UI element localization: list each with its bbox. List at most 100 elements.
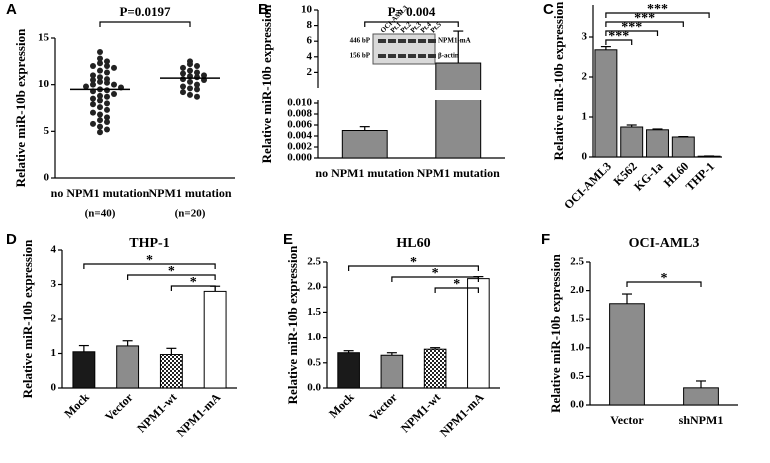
bar bbox=[337, 352, 360, 389]
significance-bracket bbox=[434, 287, 479, 293]
data-point bbox=[187, 85, 193, 92]
data-point bbox=[180, 76, 186, 83]
panel: 0.0 0.5 1.0 1.5 2.0 2.5 E HL60 Relative miR-10b … bbox=[283, 231, 500, 440]
y-tick-label: 0.5 bbox=[570, 370, 584, 382]
panel-letter: A bbox=[6, 1, 17, 18]
band-label: β-actin bbox=[438, 52, 459, 60]
significance-label: *** bbox=[634, 11, 655, 26]
bar bbox=[72, 351, 96, 389]
data-point bbox=[104, 69, 110, 76]
significance-label: * bbox=[146, 253, 153, 268]
x-tick-label: NPM1-wt bbox=[398, 390, 443, 435]
y-tick-label: 4 bbox=[51, 244, 57, 256]
significance-bracket bbox=[99, 21, 191, 27]
y-axis-label: Relative miR-10b expression bbox=[20, 239, 35, 398]
data-point bbox=[97, 97, 103, 104]
significance-label: * bbox=[168, 264, 175, 279]
data-point bbox=[111, 64, 117, 71]
y-axis-label: Relative miR-10b expression bbox=[259, 4, 274, 163]
row-label: 156 bP bbox=[350, 52, 371, 60]
data-point bbox=[104, 87, 110, 94]
band-label: NPM1-mA bbox=[438, 37, 471, 45]
y-tick-label: 0.010 bbox=[287, 97, 312, 109]
significance-label: * bbox=[432, 266, 439, 281]
y-tick-label: 10 bbox=[38, 78, 50, 90]
y-tick-label: 0.002 bbox=[287, 141, 312, 153]
gel-band bbox=[398, 54, 406, 58]
bar bbox=[203, 290, 227, 389]
y-tick-label: 1 bbox=[582, 111, 588, 123]
x-tick-label: KG-1a bbox=[631, 159, 665, 193]
y-tick-label: 2 bbox=[51, 313, 57, 325]
data-point bbox=[90, 77, 96, 83]
y-tick-label: 10 bbox=[301, 4, 313, 16]
x-tick-label: NPM1 mutation bbox=[149, 186, 232, 200]
data-point bbox=[97, 104, 103, 111]
y-tick-label: 0.008 bbox=[287, 108, 312, 120]
gel-band bbox=[378, 39, 386, 43]
data-point bbox=[90, 101, 96, 108]
significance-label: * bbox=[410, 255, 417, 270]
data-point bbox=[194, 74, 200, 81]
bar bbox=[646, 129, 669, 158]
data-point bbox=[111, 81, 117, 88]
y-tick-label: 2.0 bbox=[570, 284, 584, 296]
significance-label: *** bbox=[647, 2, 668, 17]
data-point bbox=[180, 70, 186, 77]
y-tick-label: 2.0 bbox=[307, 281, 321, 293]
bar bbox=[341, 130, 388, 159]
bar bbox=[423, 348, 447, 389]
gel-band bbox=[418, 39, 426, 43]
significance-bracket bbox=[348, 265, 479, 271]
data-point bbox=[187, 67, 193, 74]
data-point bbox=[104, 106, 110, 113]
y-tick-label: 0.000 bbox=[287, 152, 312, 164]
data-point bbox=[90, 109, 96, 116]
data-point bbox=[104, 119, 110, 125]
axis-break-gap bbox=[434, 90, 482, 100]
data-point bbox=[104, 63, 110, 69]
y-tick-label: 1.0 bbox=[307, 331, 321, 343]
x-tick-label: Vector bbox=[610, 413, 644, 427]
y-tick-label: 2 bbox=[582, 71, 588, 83]
y-tick-label: 2.5 bbox=[570, 256, 584, 268]
gel-band bbox=[388, 39, 396, 43]
data-point bbox=[104, 79, 110, 86]
gel-band bbox=[398, 39, 406, 43]
significance-bracket bbox=[605, 21, 684, 27]
data-point bbox=[97, 117, 103, 124]
y-tick-label: 0 bbox=[582, 151, 588, 163]
chart-title: OCI-AML3 bbox=[629, 236, 700, 251]
significance-bracket bbox=[626, 281, 702, 287]
bar bbox=[683, 387, 719, 406]
bar bbox=[671, 136, 695, 158]
bar bbox=[594, 49, 618, 158]
significance-label: P=0.0197 bbox=[119, 4, 171, 19]
x-tick-label: NPM1-mA bbox=[437, 390, 487, 440]
y-tick-label: 0 bbox=[44, 172, 50, 184]
data-point bbox=[201, 72, 207, 79]
panel-letter: B bbox=[258, 1, 269, 18]
y-tick-label: 0.0 bbox=[307, 382, 321, 394]
chart-title: HL60 bbox=[396, 236, 430, 251]
y-tick-label: 2.5 bbox=[307, 256, 321, 268]
data-point bbox=[97, 78, 103, 85]
data-point bbox=[90, 120, 96, 127]
y-axis-label: Relative miR-10b expression bbox=[548, 253, 563, 412]
y-tick-label: 1 bbox=[51, 347, 57, 359]
data-point bbox=[97, 60, 103, 67]
x-tick-label: Vector bbox=[102, 390, 136, 424]
significance-bracket bbox=[391, 276, 479, 282]
data-point bbox=[97, 129, 103, 136]
data-point bbox=[90, 81, 96, 88]
data-point bbox=[97, 123, 103, 130]
data-point bbox=[97, 111, 103, 118]
y-tick-label: 2 bbox=[307, 66, 313, 78]
row-label: 446 bP bbox=[350, 37, 371, 45]
y-tick-label: 8 bbox=[307, 19, 313, 31]
data-point bbox=[111, 91, 117, 97]
data-point bbox=[90, 95, 96, 102]
y-tick-label: 0.004 bbox=[287, 130, 312, 142]
significance-bracket bbox=[364, 21, 459, 27]
